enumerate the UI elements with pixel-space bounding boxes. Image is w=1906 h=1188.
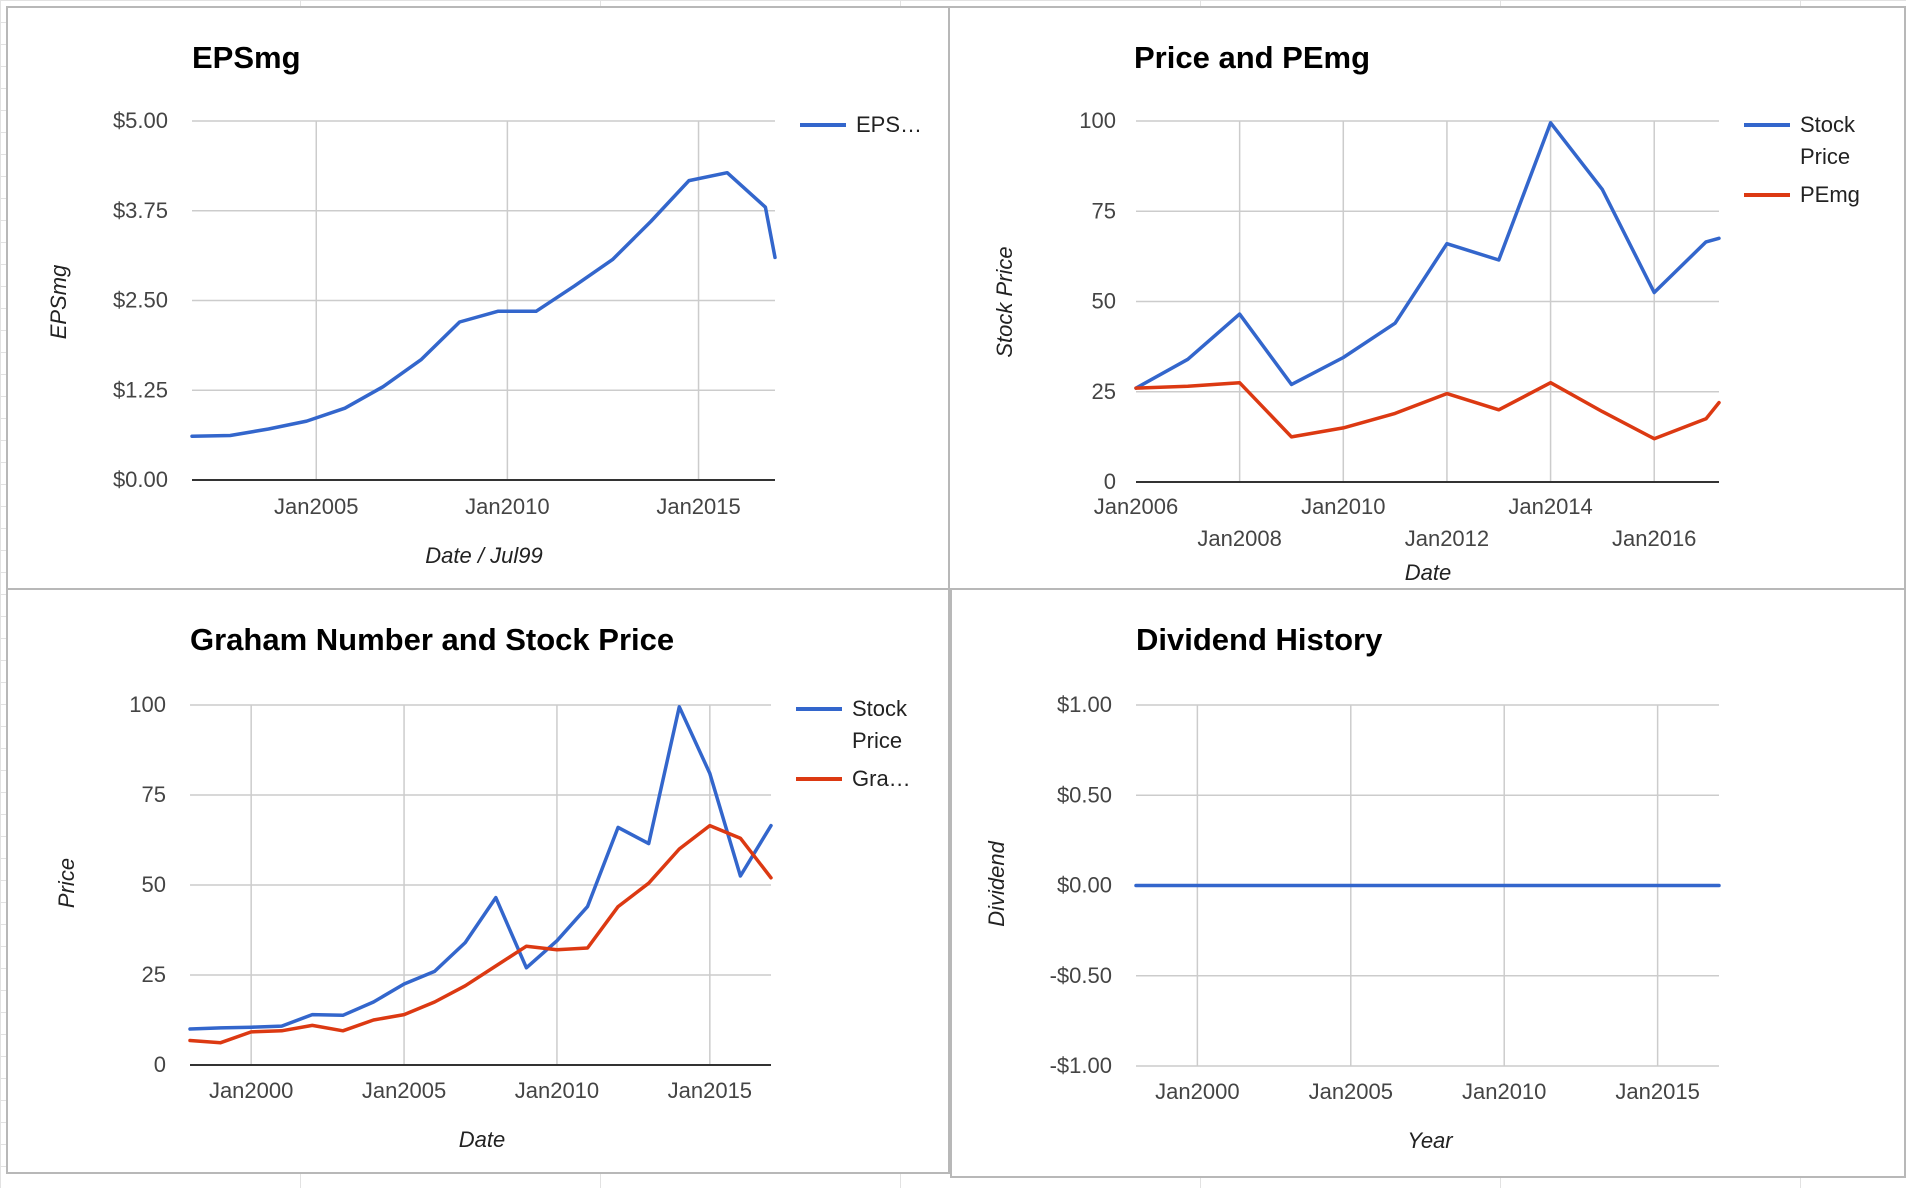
series-line-2	[1134, 380, 1721, 441]
legend-label: Gra…	[852, 766, 911, 791]
chart-epsmg: EPSmg $5.00$3.75$2.50$1.25$0.00 Jan2005 J…	[46, 40, 922, 568]
legend-label: EPS…	[856, 112, 922, 137]
legend-label: Price	[852, 728, 902, 753]
series-line-2	[188, 823, 773, 1045]
y-tick-label: 100	[129, 692, 166, 717]
y-tick-label: $0.50	[1057, 782, 1112, 807]
chart-price-pemg: Price and PEmg 100 75 50 25 0 Jan2006 Jan2010…	[992, 40, 1860, 585]
x-tick-label: Jan2000	[209, 1078, 293, 1103]
x-tick-label: Jan2005	[362, 1078, 446, 1103]
y-axis-label: Dividend	[984, 840, 1009, 926]
grid-y	[192, 120, 775, 481]
x-tick-label: Jan2008	[1197, 526, 1281, 551]
y-tick-label: 100	[1079, 108, 1116, 133]
chart-title: Price and PEmg	[1134, 40, 1370, 75]
chart-title: Dividend History	[1136, 622, 1383, 657]
series-line-1	[190, 170, 777, 438]
series-line-1	[1134, 121, 1721, 390]
x-tick-labels: Jan2005 Jan2010 Jan2015	[274, 494, 741, 519]
y-tick-label: $2.50	[113, 288, 168, 313]
x-tick-label: Jan2005	[1309, 1079, 1393, 1104]
x-tick-labels: Jan2000 Jan2005 Jan2010 Jan2015	[1155, 1079, 1700, 1104]
y-tick-labels: $1.00 $0.50 $0.00 -$0.50 -$1.00	[1050, 692, 1112, 1078]
x-tick-labels: Jan2000 Jan2005 Jan2010 Jan2015	[209, 1078, 752, 1103]
x-tick-label: Jan2010	[465, 494, 549, 519]
chart-dividend: Dividend History $1.00 $0.50 $0.00 -$0.50 -$…	[984, 622, 1721, 1153]
chart-panel-epsmg: EPSmg $5.00 $3.75 $2.50 $1.25 $0.00 Jan2005 J…	[6, 6, 950, 592]
x-tick-label: Jan2016	[1612, 526, 1696, 551]
y-tick-label: 25	[142, 962, 166, 987]
legend: Stock Price PEmg	[1744, 112, 1860, 207]
series-lines	[1134, 121, 1721, 441]
x-tick-label: Jan2010	[515, 1078, 599, 1103]
y-tick-label: 50	[1092, 289, 1116, 314]
x-axis-label: Date	[459, 1127, 505, 1152]
legend: Stock Price Gra…	[796, 696, 911, 791]
y-tick-label: $0.00	[113, 467, 168, 492]
series-line-1	[188, 705, 773, 1031]
x-axis-label: Date / Jul99	[425, 543, 542, 568]
chart-panel-dividend: Dividend History $1.00 $0.50 $0.00 -$0.50 -$…	[950, 588, 1906, 1178]
x-tick-label: Jan2010	[1462, 1079, 1546, 1104]
y-axis-label: Stock Price	[992, 246, 1017, 357]
y-tick-label: 0	[1104, 469, 1116, 494]
chart-title: Graham Number and Stock Price	[190, 622, 674, 657]
x-tick-label: Jan2012	[1405, 526, 1489, 551]
series-lines	[190, 170, 777, 438]
y-tick-label: $3.75	[113, 198, 168, 223]
y-tick-labels: $5.00 $3.75 $2.50 $1.25 $0.00	[113, 108, 168, 492]
x-axis-label: Year	[1407, 1128, 1454, 1153]
x-tick-label: Jan2014	[1508, 494, 1592, 519]
y-axis-label: EPSmg	[46, 264, 71, 339]
legend-label: Price	[1800, 144, 1850, 169]
y-tick-label: 75	[1092, 198, 1116, 223]
y-tick-label: $5.00	[113, 108, 168, 133]
y-axis-label: Price	[54, 858, 79, 908]
y-tick-label: 0	[154, 1052, 166, 1077]
x-tick-label: Jan2010	[1301, 494, 1385, 519]
x-tick-label: Jan2005	[274, 494, 358, 519]
x-tick-label: Jan2015	[1615, 1079, 1699, 1104]
x-tick-label: Jan2006	[1094, 494, 1178, 519]
x-tick-labels: Jan2006 Jan2010 Jan2014 Jan2008 Jan2012 Jan20…	[1094, 494, 1697, 551]
chart-title: EPSmg	[192, 40, 301, 75]
x-tick-label: Jan2015	[656, 494, 740, 519]
y-tick-label: $0.00	[1057, 873, 1112, 898]
legend: EPS…	[800, 112, 922, 137]
legend-label: Stock	[1800, 112, 1856, 137]
y-tick-label: -$0.50	[1050, 963, 1112, 988]
y-tick-label: 25	[1092, 379, 1116, 404]
x-axis-label: Date	[1405, 560, 1451, 585]
y-tick-label: 75	[142, 782, 166, 807]
legend-label: Stock	[852, 696, 908, 721]
y-tick-label: -$1.00	[1050, 1053, 1112, 1078]
x-tick-label: Jan2015	[668, 1078, 752, 1103]
legend-label: PEmg	[1800, 182, 1860, 207]
x-tick-label: Jan2000	[1155, 1079, 1239, 1104]
y-tick-label: 50	[142, 872, 166, 897]
y-tick-labels: 100 75 50 25 0	[1079, 108, 1116, 494]
chart-graham: Graham Number and Stock Price 100 75 50 25 0…	[54, 622, 911, 1152]
y-tick-label: $1.25	[113, 377, 168, 402]
grid-y	[1136, 120, 1719, 483]
y-tick-labels: 100 75 50 25 0	[129, 692, 166, 1077]
grid-y	[190, 704, 771, 1066]
chart-panel-price-pemg: Price and PEmg 100 75 50 25 0 Jan2006 Jan2010…	[948, 6, 1906, 592]
chart-panel-graham: Graham Number and Stock Price 100 75 50 25 0…	[6, 588, 950, 1174]
series-lines	[188, 705, 773, 1045]
y-tick-label: $1.00	[1057, 692, 1112, 717]
